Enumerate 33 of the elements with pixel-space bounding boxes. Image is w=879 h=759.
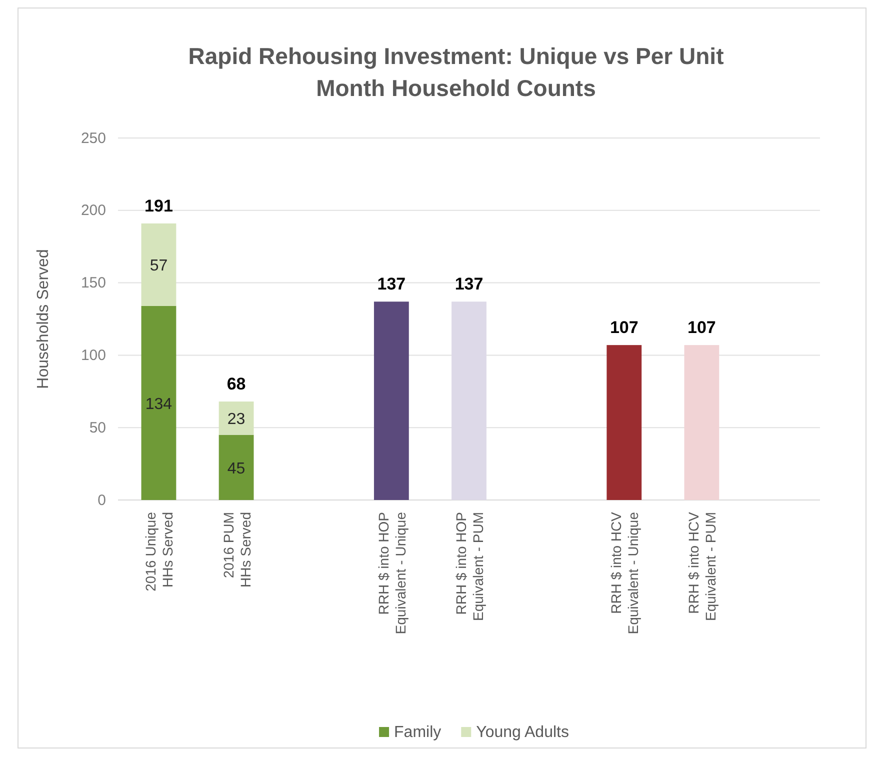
bar <box>684 345 720 500</box>
chart-title: Rapid Rehousing Investment: Unique vs Per Unit Month Household Counts <box>188 43 724 101</box>
bar <box>218 434 254 500</box>
y-tick-label: 0 <box>98 492 106 509</box>
x-tick-label: RRH $ into HCV Equivalent - PUM <box>686 511 719 621</box>
total-label: 107 <box>688 318 716 338</box>
x-tick-label: 2016 PUM HHs Served <box>220 512 254 588</box>
y-tick-label: 150 <box>80 274 106 292</box>
x-tick-label: 2016 Unique HHs Served <box>142 512 176 592</box>
bar <box>141 223 176 306</box>
bar <box>374 302 409 500</box>
total-label: 191 <box>144 196 173 216</box>
bar <box>141 306 176 500</box>
total-label: 68 <box>226 374 246 394</box>
y-tick-label: 100 <box>80 347 106 364</box>
y-tick-label: 200 <box>80 202 106 220</box>
bar <box>218 402 254 435</box>
bar <box>606 345 642 500</box>
y-axis-title: Households Served <box>35 249 52 389</box>
x-tick-label: RRH $ into HOP Equivalent - Unique <box>375 512 408 634</box>
data-label: 57 <box>150 258 168 275</box>
legend-label: Young Adults <box>476 724 569 741</box>
data-label: 134 <box>145 396 172 413</box>
data-label: 45 <box>227 460 246 478</box>
x-tick-label: RRH $ into HOP Equivalent - PUM <box>453 512 486 621</box>
x-tick-label: RRH $ into HCV Equivalent - Unique <box>608 511 642 634</box>
data-label: 23 <box>227 411 246 428</box>
total-label: 137 <box>377 274 406 294</box>
y-tick-label: 50 <box>89 419 106 436</box>
legend-label: Family <box>394 724 442 741</box>
total-label: 107 <box>610 318 638 338</box>
total-label: 137 <box>454 274 484 294</box>
y-tick-label: 250 <box>80 130 106 147</box>
